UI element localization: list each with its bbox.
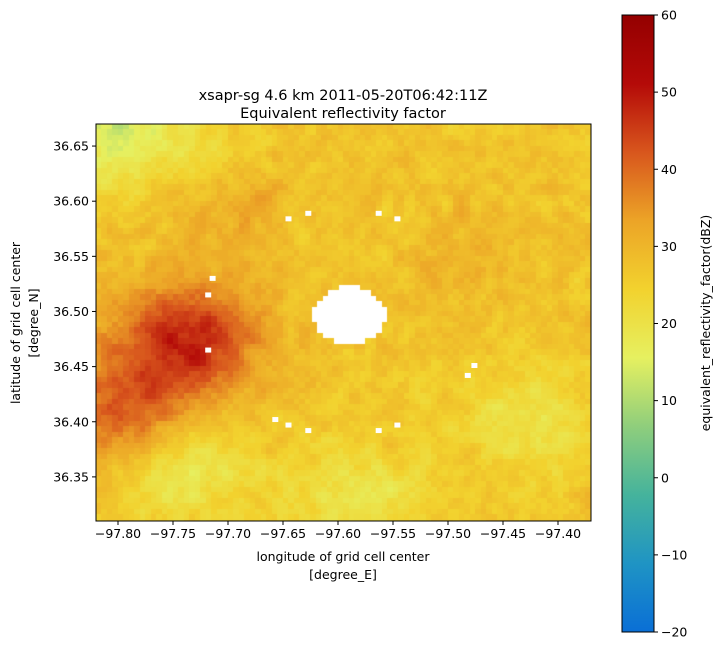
colorbar-label: equivalent_reflectivity_factor(dBZ)	[698, 215, 713, 432]
colorbar: −20 −10 0 10 20 30 40 50 60 equivalent_reflectiv…	[621, 8, 713, 640]
x-tick-label: −97.75	[150, 526, 196, 541]
y-axis: 36.35 36.40 36.45 36.50 36.55 36.60 36.65	[53, 139, 96, 484]
missing-data-pixel	[305, 428, 312, 434]
missing-data-pixel	[285, 422, 292, 428]
x-tick-label: −97.70	[205, 526, 251, 541]
colorbar-ticks: −20 −10 0 10 20 30 40 50 60	[654, 8, 687, 640]
missing-data-pixel	[205, 292, 212, 298]
y-tick-label: 36.65	[53, 139, 89, 154]
missing-data-pixel	[285, 216, 292, 222]
plot-frame	[95, 123, 592, 522]
missing-data-pixel	[394, 422, 401, 428]
chart-title-line-2: Equivalent reflectivity factor	[240, 106, 446, 122]
missing-data-pixel	[209, 275, 216, 281]
chart-title-line-1: xsapr-sg 4.6 km 2011-05-20T06:42:11Z	[199, 88, 488, 104]
x-tick-label: −97.50	[425, 526, 471, 541]
y-tick-label: 36.60	[53, 194, 89, 209]
colorbar-tick-label: 60	[661, 8, 677, 23]
colorbar-tick-label: 20	[661, 316, 677, 331]
x-axis-label-line-2: [degree_E]	[309, 567, 377, 582]
colorbar-tick-label: 50	[661, 85, 677, 100]
missing-data-pixel	[464, 372, 471, 378]
x-tick-label: −97.60	[315, 526, 361, 541]
colorbar-tick-label: 40	[661, 162, 677, 177]
plot-area	[95, 123, 592, 522]
reflectivity-field	[96, 124, 591, 521]
x-tick-label: −97.55	[370, 526, 416, 541]
missing-data-pixel	[471, 363, 478, 369]
x-tick-label: −97.45	[480, 526, 526, 541]
x-tick-label: −97.40	[535, 526, 581, 541]
missing-data-pixel	[375, 428, 382, 434]
y-axis-label-line-1: latitude of grid cell center	[8, 241, 23, 404]
y-axis-label-line-2: [degree_N]	[26, 288, 41, 357]
missing-data-pixel	[272, 417, 279, 423]
missing-data-pixel	[305, 210, 312, 216]
y-tick-label: 36.35	[53, 469, 89, 484]
colorbar-tick-label: 30	[661, 239, 677, 254]
x-axis-label-line-1: longitude of grid cell center	[256, 549, 430, 564]
y-tick-label: 36.40	[53, 414, 89, 429]
missing-data-pixel	[394, 216, 401, 222]
missing-data-pixel	[205, 347, 212, 353]
y-tick-label: 36.55	[53, 249, 89, 264]
x-tick-label: −97.80	[95, 526, 141, 541]
colorbar-tick-label: 0	[661, 470, 669, 485]
x-tick-label: −97.65	[260, 526, 306, 541]
colorbar-gradient	[621, 14, 655, 633]
colorbar-tick-label: −10	[661, 547, 687, 562]
x-axis: −97.80 −97.75 −97.70 −97.65 −97.60 −97.55 −97.…	[95, 521, 581, 541]
colorbar-tick-label: 10	[661, 393, 677, 408]
y-tick-label: 36.45	[53, 359, 89, 374]
y-tick-label: 36.50	[53, 304, 89, 319]
missing-data-pixels	[205, 210, 478, 434]
missing-data-pixel	[375, 210, 382, 216]
colorbar-tick-label: −20	[661, 625, 687, 640]
